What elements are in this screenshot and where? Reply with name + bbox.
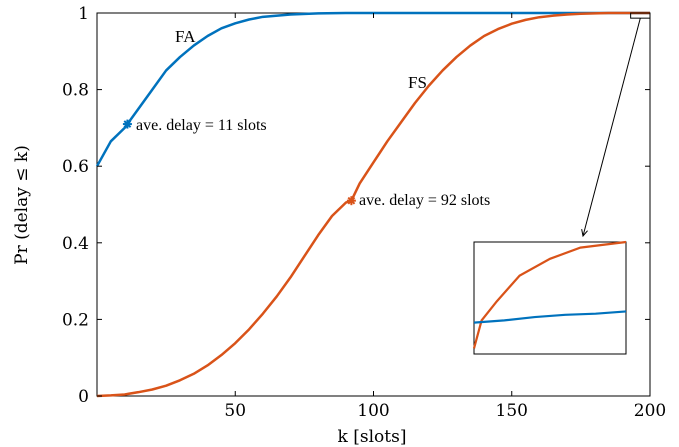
y-tick-label: 0.6 [62, 157, 89, 177]
y-tick-label: 0.4 [62, 234, 89, 254]
x-axis-label: k [slots] [338, 427, 407, 447]
y-tick-label: 0.8 [62, 81, 89, 101]
x-tick-label: 200 [634, 401, 666, 421]
y-tick-label: 0.2 [62, 310, 89, 330]
y-axis-label: Pr (delay ≤ k) [12, 145, 32, 265]
x-tick-label: 150 [496, 401, 528, 421]
inset-series-fs [472, 240, 627, 349]
inset-series-fa [473, 310, 627, 324]
series-line-fa [95, 11, 650, 167]
marker-stroke [123, 120, 132, 128]
series-label-fa: FA [175, 27, 196, 46]
series-layer [95, 11, 650, 398]
y-tick-label: 1 [78, 4, 89, 24]
zoom-arrow-line [582, 18, 641, 237]
marker-fs [346, 196, 356, 206]
annotation-fs-delay: ave. delay = 92 slots [359, 192, 490, 209]
annotation-fa-delay: ave. delay = 11 slots [136, 117, 267, 134]
x-tick-label: 50 [224, 401, 246, 421]
y-tick-label: 0 [78, 387, 89, 407]
inset-layer [472, 12, 651, 355]
x-tick-label: 100 [357, 401, 389, 421]
marker-stroke [347, 196, 356, 205]
series-line-fs [96, 11, 650, 398]
tick-layer: 50 100 150 200 0 0.2 0.4 0.6 0.8 1 [62, 4, 666, 421]
marker-fa [122, 119, 132, 129]
zoom-arrow-head [581, 229, 588, 238]
series-label-fs: FS [408, 73, 427, 92]
